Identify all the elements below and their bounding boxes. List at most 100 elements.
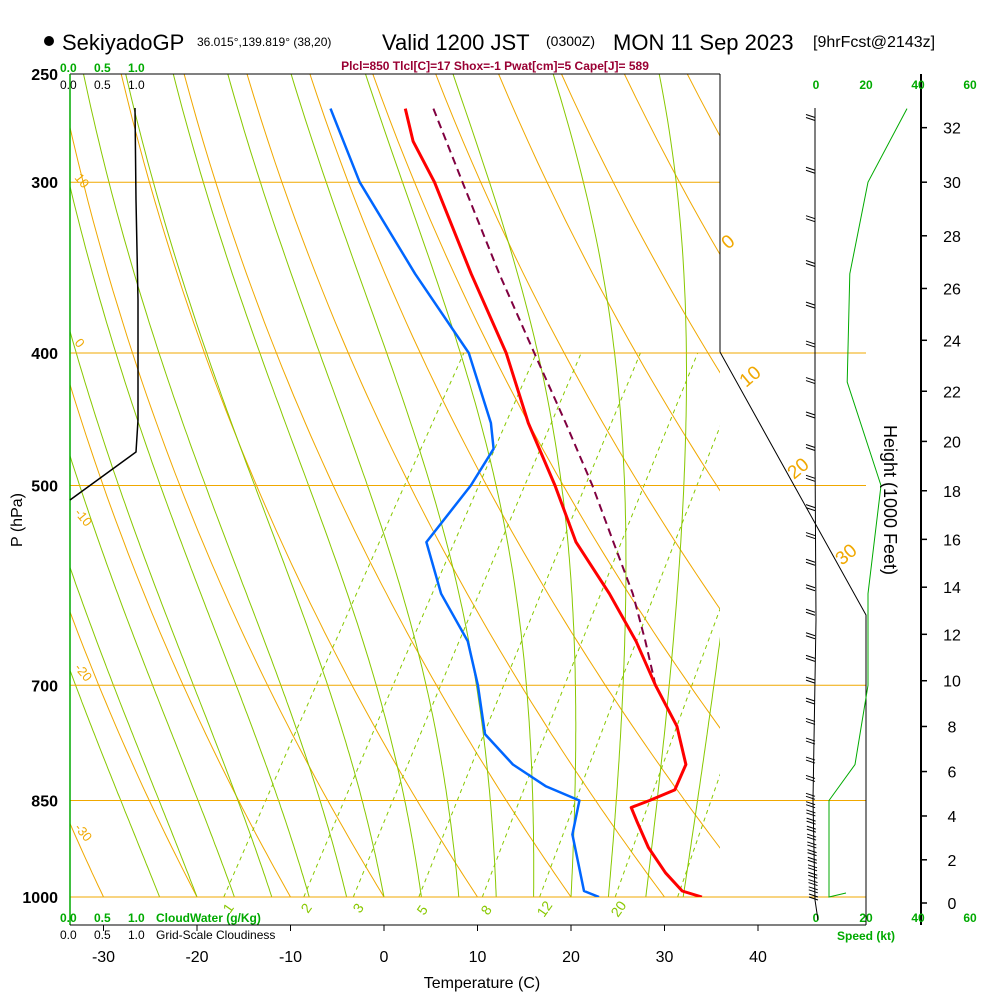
dry-adiabat-label: 10 — [72, 170, 93, 191]
wind-barb — [805, 632, 816, 637]
cloudiness-profile — [69, 107, 139, 501]
bottom-scale-green-2: 1.0 — [128, 911, 145, 925]
wind-barb — [805, 700, 816, 705]
dry-adiabat-label: 0 — [72, 335, 88, 350]
moist-adiabat-line — [70, 184, 310, 897]
wind-barb — [805, 756, 816, 761]
height-axis-title: Height (1000 Feet) — [880, 425, 900, 575]
speed-tick-label-bottom: 60 — [963, 911, 977, 925]
moist-adiabats — [70, 74, 720, 897]
wind-barb — [805, 377, 816, 382]
wind-barb — [808, 889, 818, 894]
top-scale-green-0: 0.0 — [60, 61, 77, 75]
wind-barb — [807, 844, 817, 849]
top-scale-black-1: 0.5 — [94, 78, 111, 92]
moist-adiabat-line — [290, 74, 497, 897]
dewpoint-line — [329, 108, 600, 897]
speed-tick-label-top: 0 — [813, 78, 820, 92]
dry-adiabat-line — [120, 74, 478, 897]
top-scale-green-2: 1.0 — [128, 61, 145, 75]
wind-barb — [806, 817, 816, 822]
dry-adiabat-line — [309, 74, 720, 849]
moist-adiabat-line — [227, 74, 460, 897]
moist-adiabat-line — [70, 565, 198, 897]
wind-barb — [805, 474, 816, 479]
mixing-ratio-label: 20 — [607, 898, 629, 920]
wind-barbs — [805, 108, 819, 921]
valid-date: MON 11 Sep 2023 — [613, 30, 794, 55]
wind-barb — [805, 117, 816, 121]
wind-barb — [805, 532, 816, 537]
top-scale-green-1: 0.5 — [94, 61, 111, 75]
wind-barb — [806, 812, 816, 817]
height-tick-label: 14 — [943, 580, 961, 597]
x-tick-label: 30 — [656, 949, 674, 966]
wind-barb — [805, 477, 816, 482]
speed-tick-label-top: 40 — [911, 78, 925, 92]
wind-barb — [805, 657, 816, 662]
mixing-ratio-label: 3 — [349, 900, 367, 916]
wind-barb — [805, 584, 816, 589]
dry-adiabat-line — [70, 382, 291, 897]
site-coords: 36.015°,139.819° (38,20) — [197, 35, 331, 49]
wind-barb — [806, 833, 817, 838]
height-tick-label: 6 — [948, 765, 957, 782]
x-tick-label: -30 — [92, 949, 115, 966]
wind-barb — [805, 507, 816, 512]
moist-adiabat-line — [645, 74, 687, 897]
wind-barb — [805, 635, 816, 640]
moist-adiabat-line — [682, 636, 720, 897]
bottom-scale-black-1: 0.5 — [94, 928, 111, 942]
wind-barb — [806, 836, 817, 841]
wind-barb — [805, 795, 816, 800]
wind-barb — [805, 561, 816, 566]
speed-tick-label-top: 60 — [963, 78, 977, 92]
wind-barb — [808, 874, 818, 879]
wind-barb — [805, 804, 816, 809]
wind-speed-line — [828, 108, 908, 898]
dry-adiabat-line — [183, 74, 572, 897]
speed-tick-label-bottom: 20 — [859, 911, 873, 925]
wind-barb — [805, 697, 816, 702]
height-tick-label: 20 — [943, 434, 961, 451]
x-tick-label: 20 — [562, 949, 580, 966]
wind-barb — [807, 867, 818, 872]
wind-barb — [805, 774, 816, 779]
wind-barb — [805, 792, 816, 797]
dry-adiabat-line — [0, 74, 10, 897]
wind-barb — [805, 260, 816, 264]
speed-label: Speed (kt) — [837, 929, 895, 943]
wind-barb — [805, 717, 816, 722]
wind-barb — [805, 504, 816, 509]
top-scales: 0.0 0.5 1.0 0.0 0.5 1.0 — [60, 61, 145, 92]
upper-frame-diagonal — [719, 351, 867, 925]
wind-barb — [805, 558, 816, 563]
dry-adiabat-line — [70, 125, 385, 897]
x-tick-label: -20 — [185, 949, 208, 966]
wind-barb — [805, 380, 816, 385]
wind-barb — [805, 218, 816, 223]
pressure-tick-label: 300 — [31, 175, 58, 192]
moist-adiabat-line — [83, 74, 348, 897]
speed-tick-label-bottom: 40 — [911, 911, 925, 925]
speed-tick-label-bottom: 0 — [813, 911, 820, 925]
moist-adiabat-line — [452, 74, 577, 897]
pressure-tick-label: 850 — [31, 794, 58, 811]
wind-barb — [808, 886, 818, 891]
mixing-ratio-line — [418, 352, 641, 897]
moist-adiabat-label: 30 — [832, 540, 862, 570]
temperature-line — [403, 108, 703, 897]
dry-adiabat-line — [70, 610, 198, 897]
moist-adiabat-line — [125, 74, 385, 897]
bottom-scale-green-1: 0.5 — [94, 911, 111, 925]
plot-frame — [69, 73, 922, 926]
moist-adiabat-line — [70, 329, 273, 897]
bottom-scale-green-0: 0.0 — [60, 911, 77, 925]
wind-barb — [805, 304, 816, 309]
wind-barb-staff — [812, 108, 819, 921]
wind-barb — [805, 343, 816, 348]
wind-barb — [807, 864, 818, 869]
wind-barb — [805, 340, 816, 345]
